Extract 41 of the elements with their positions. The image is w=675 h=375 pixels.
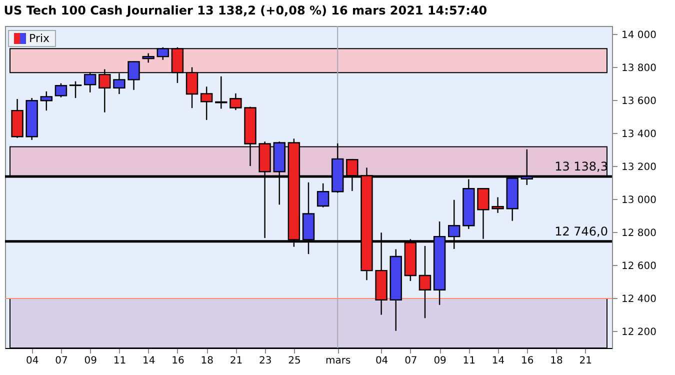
x-tick-label: 14 (492, 356, 505, 366)
y-tick-label: 12 600 (622, 260, 656, 272)
candlestick (142, 52, 154, 64)
x-tick-label: 16 (172, 356, 184, 366)
y-tick-label: 13 800 (622, 62, 656, 74)
y-tick-label: 12 400 (622, 294, 656, 305)
x-tick-label: mars (326, 356, 351, 366)
x-tick-label: 09 (84, 356, 97, 366)
candlestick (54, 82, 68, 98)
x-tick-label: 23 (258, 356, 272, 366)
x-tick-label: 21 (230, 356, 243, 366)
y-tick-label: 12 200 (622, 326, 656, 338)
x-tick-label: 04 (26, 356, 39, 366)
x-tick-label: 14 (142, 356, 156, 366)
ref-line-label: 13 138,3 (554, 160, 608, 174)
candlestick (230, 92, 242, 111)
y-tick-label: 13 400 (622, 128, 656, 140)
x-tick-label: 18 (550, 356, 563, 366)
y-tick-label: 14 000 (622, 30, 656, 41)
x-tick-label: 11 (113, 356, 126, 366)
candlestick (40, 90, 52, 112)
candlestick (69, 80, 82, 99)
candlestick (200, 86, 213, 121)
y-tick-label: 12 800 (622, 228, 656, 239)
x-tick-label: 18 (200, 356, 214, 366)
chart-title: US Tech 100 Cash Journalier 13 138,2 (+0,08 %) 16 mars 2021 14:57:40 (4, 4, 488, 18)
x-tick-label: 04 (375, 356, 388, 366)
x-tick-label: 16 (521, 356, 534, 366)
x-tick-label: 21 (579, 356, 592, 366)
legend-label: Prix (29, 32, 50, 45)
x-tick-label: 09 (434, 356, 446, 366)
x-tick-label: 25 (288, 356, 301, 366)
x-tick-label: 07 (55, 356, 68, 366)
y-tick-label: 13 600 (622, 96, 656, 107)
y-tick-label: 13 000 (622, 194, 656, 206)
x-tick-label: 07 (404, 356, 418, 366)
candlestick (492, 196, 504, 214)
y-tick-label: 13 200 (622, 162, 656, 173)
candlestick (316, 182, 330, 208)
ref-line-label: 12 746,0 (554, 224, 608, 238)
x-tick-label: 11 (462, 356, 476, 366)
